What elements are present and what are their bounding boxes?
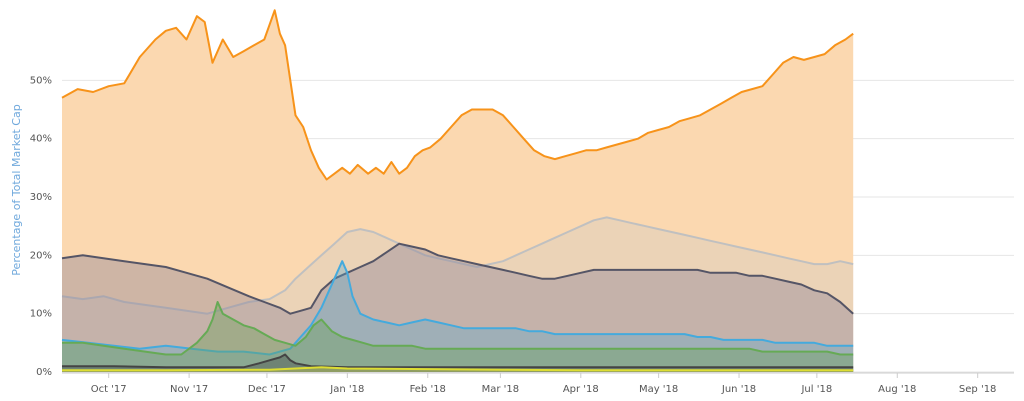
y-tick-label-4: 40% [30, 134, 52, 145]
series-area-4 [62, 302, 854, 372]
series-line-6 [62, 366, 854, 372]
series-line-0 [61, 9, 854, 181]
series-layer [61, 9, 854, 373]
x-tick-label-9: Jul '18 [800, 384, 832, 395]
x-tick-label-1: Nov '17 [170, 384, 208, 395]
y-tick-label-0: 0% [36, 367, 52, 378]
x-tick-label-6: Apr '18 [563, 384, 599, 395]
y-tick-label-1: 10% [30, 309, 52, 320]
series-line-2 [61, 242, 854, 315]
x-tick-label-2: Dec '17 [248, 384, 286, 395]
x-tick-label-10: Aug '18 [878, 384, 916, 395]
series-line-5 [62, 353, 854, 369]
series-area-0 [62, 10, 854, 373]
x-axis: Oct '17 Nov '17 Dec '17 Jan '18 Feb '18 Mar '… [62, 372, 1014, 395]
series-area-2 [62, 243, 854, 372]
x-tick-label-3: Jan '18 [329, 384, 364, 395]
y-tick-label-2: 20% [30, 250, 52, 261]
x-tick-label-7: May '18 [639, 384, 678, 395]
y-tick-label-3: 30% [30, 192, 52, 203]
y-axis-title: Percentage of Total Market Cap [10, 104, 23, 275]
x-tick-label-11: Sep '18 [959, 384, 997, 395]
x-tick-label-4: Feb '18 [410, 384, 446, 395]
series-area-3 [62, 261, 854, 372]
x-tick-label-5: Mar '18 [482, 384, 520, 395]
y-tick-label-5: 50% [30, 75, 52, 86]
x-tick-label-8: Jun '18 [721, 384, 756, 395]
series-line-1 [61, 216, 854, 315]
x-tick-label-0: Oct '17 [91, 384, 127, 395]
series-line-4 [62, 301, 854, 356]
y-axis: 0% 10% 20% 30% 40% 50% [30, 75, 52, 378]
